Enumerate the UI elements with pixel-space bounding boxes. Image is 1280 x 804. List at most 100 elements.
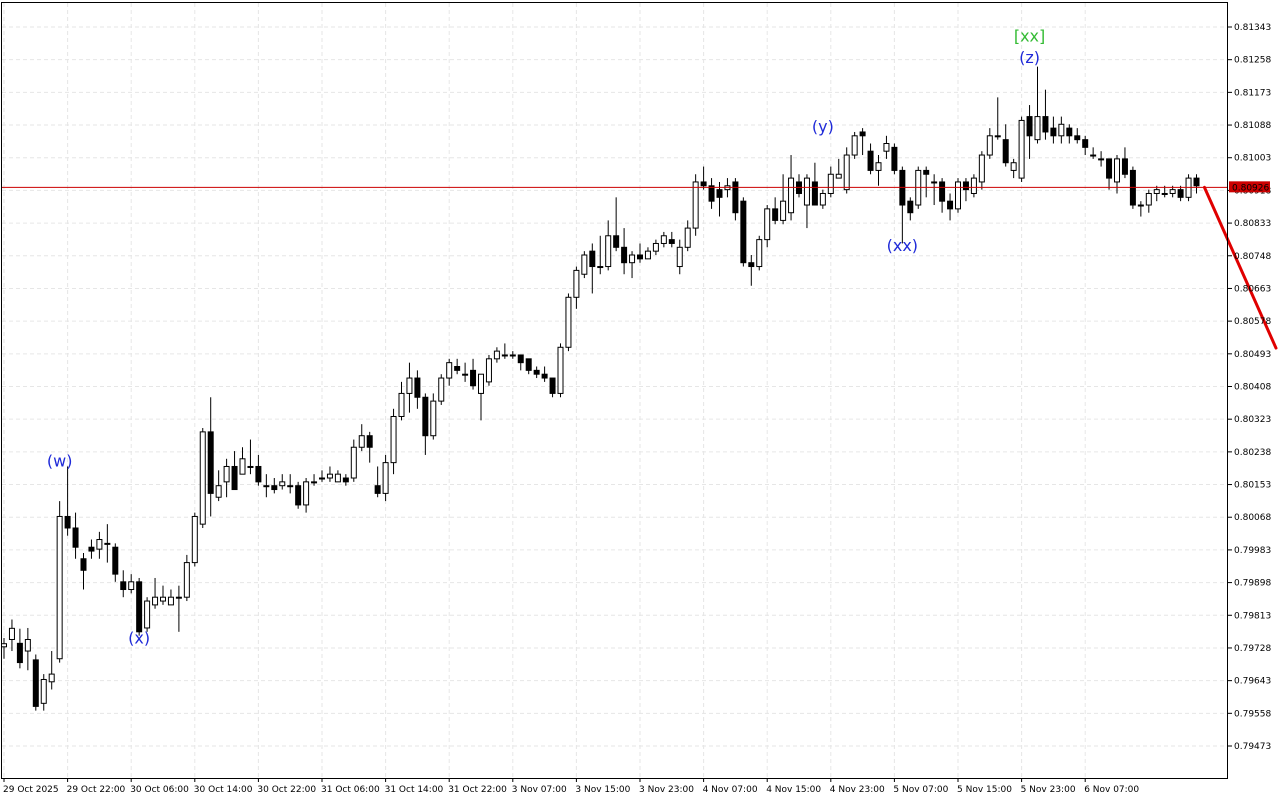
plot-frame (1, 2, 1228, 779)
candle-body-bear (255, 465, 262, 483)
price-tick-label: 0.80408 (1234, 383, 1271, 393)
candle-body-bear (907, 200, 914, 214)
candle-body-bull (462, 373, 469, 376)
candle-body-bear (732, 181, 739, 214)
candle (48, 651, 55, 690)
candle (772, 197, 779, 225)
candle-body-bull (1058, 123, 1065, 137)
candle-body-bear (947, 200, 954, 210)
time-axis[interactable]: 29 Oct 2025 29 Oct 22:00 30 Oct 06:00 30 Oc… (3, 778, 1139, 795)
candle (319, 470, 325, 482)
candle (668, 231, 675, 248)
candle (509, 351, 516, 359)
candle (740, 197, 747, 267)
candle (835, 158, 842, 179)
candle-body-bull (485, 358, 492, 383)
time-tick-label: 3 Nov 07:00 (512, 785, 567, 795)
candle-body-bear (1121, 158, 1128, 175)
candle-body-bear (342, 477, 349, 483)
candle (271, 478, 278, 494)
candle (589, 243, 596, 294)
candle-body-bull (684, 227, 691, 248)
candle (732, 178, 739, 221)
candle (684, 220, 691, 252)
candle-body-bear (231, 465, 238, 491)
candle (947, 193, 954, 221)
candle-body-bull (8, 627, 15, 640)
candle-body-bear (549, 377, 556, 394)
candle (207, 397, 214, 517)
candle (398, 381, 405, 421)
candle (613, 197, 620, 252)
time-tick-label: 31 Oct 14:00 (385, 785, 444, 795)
candle-body-bear (454, 366, 461, 371)
candle (470, 358, 477, 390)
candle (295, 481, 302, 509)
candle (167, 589, 174, 606)
candle-body-bear (867, 150, 874, 171)
candle (867, 143, 874, 175)
candle-body-bull (1161, 192, 1168, 195)
candle-body-bear (470, 369, 477, 387)
candle-body-bull (605, 235, 612, 268)
current-price-label: 0.80926 (1229, 181, 1270, 193)
candle-body-bull (24, 638, 31, 652)
candle (883, 135, 890, 159)
candle (1026, 105, 1033, 159)
candle-body-bear (32, 659, 39, 707)
wave-label: [xx] (1014, 27, 1045, 46)
candle (764, 205, 771, 248)
candle-body-bull (334, 473, 341, 483)
time-tick-label: 4 Nov 15:00 (766, 785, 821, 795)
candle-body-bull (573, 269, 580, 298)
candle (1042, 89, 1049, 140)
candle-body-bull (319, 477, 325, 480)
price-tick-label: 0.79983 (1234, 546, 1271, 556)
candle-body-bear (1106, 158, 1113, 179)
candle (446, 358, 453, 386)
candle (279, 474, 286, 490)
candle (152, 577, 159, 609)
candle-body-bull (931, 181, 938, 184)
candle-body-bull (358, 435, 365, 448)
candle (478, 373, 484, 421)
candle (891, 143, 898, 175)
candle-body-bull (1145, 192, 1152, 206)
candle (136, 577, 143, 636)
candle (255, 454, 262, 486)
candle (8, 619, 15, 652)
candle-body-bear (740, 200, 747, 264)
candle-body-bull (676, 246, 683, 268)
price-tick-label: 0.80578 (1234, 317, 1271, 327)
candle-body-bull (279, 481, 286, 487)
candle (875, 155, 882, 186)
forecast-line (1202, 185, 1278, 350)
candle (565, 293, 572, 352)
price-tick-label: 0.80068 (1234, 513, 1271, 523)
price-tick-label: 0.80153 (1234, 481, 1271, 491)
candle (811, 162, 818, 206)
candle-body-bull (215, 485, 222, 498)
candle (1034, 66, 1041, 144)
candle-body-bull (1098, 158, 1105, 161)
candle-body-bear (716, 189, 723, 198)
candle (652, 239, 659, 256)
candle-body-bull (803, 177, 810, 206)
candle (931, 174, 938, 206)
candle-body-bull (438, 377, 445, 402)
candle (851, 131, 858, 159)
candle (827, 166, 834, 198)
candle (191, 512, 198, 567)
candle (692, 174, 699, 236)
candle-body-bull (326, 473, 333, 479)
time-tick-label: 5 Nov 15:00 (957, 785, 1012, 795)
candle-body-bull (1010, 162, 1017, 171)
price-tick-label: 0.79558 (1234, 709, 1271, 719)
candle (1010, 158, 1017, 179)
candle-body-bear (1042, 116, 1049, 133)
candle-body-bull (239, 458, 246, 475)
candle-body-bear (422, 396, 429, 437)
candle-body-bull (1, 643, 7, 648)
